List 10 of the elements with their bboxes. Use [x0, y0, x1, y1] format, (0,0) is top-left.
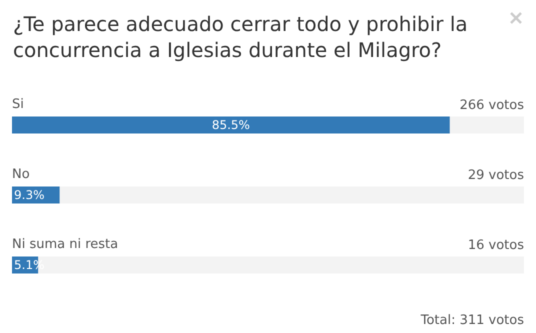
- y-tick-label: Si: [12, 97, 24, 112]
- annotation: 16 votos: [468, 238, 524, 253]
- text: Total: 311 votos: [420, 313, 524, 328]
- annotation: 266 votos: [460, 98, 524, 113]
- chart-title: ¿Te parece adecuado cerrar todo y prohibir la concurrencia a Iglesias durante el Milagro?: [13, 12, 474, 62]
- data-label: 85.5%: [212, 118, 250, 132]
- data-label: 9.3%: [14, 188, 44, 202]
- y-tick-label: No: [12, 167, 30, 182]
- y-tick-label: Ni suma ni resta: [12, 237, 118, 252]
- annotation: 29 votos: [468, 168, 524, 183]
